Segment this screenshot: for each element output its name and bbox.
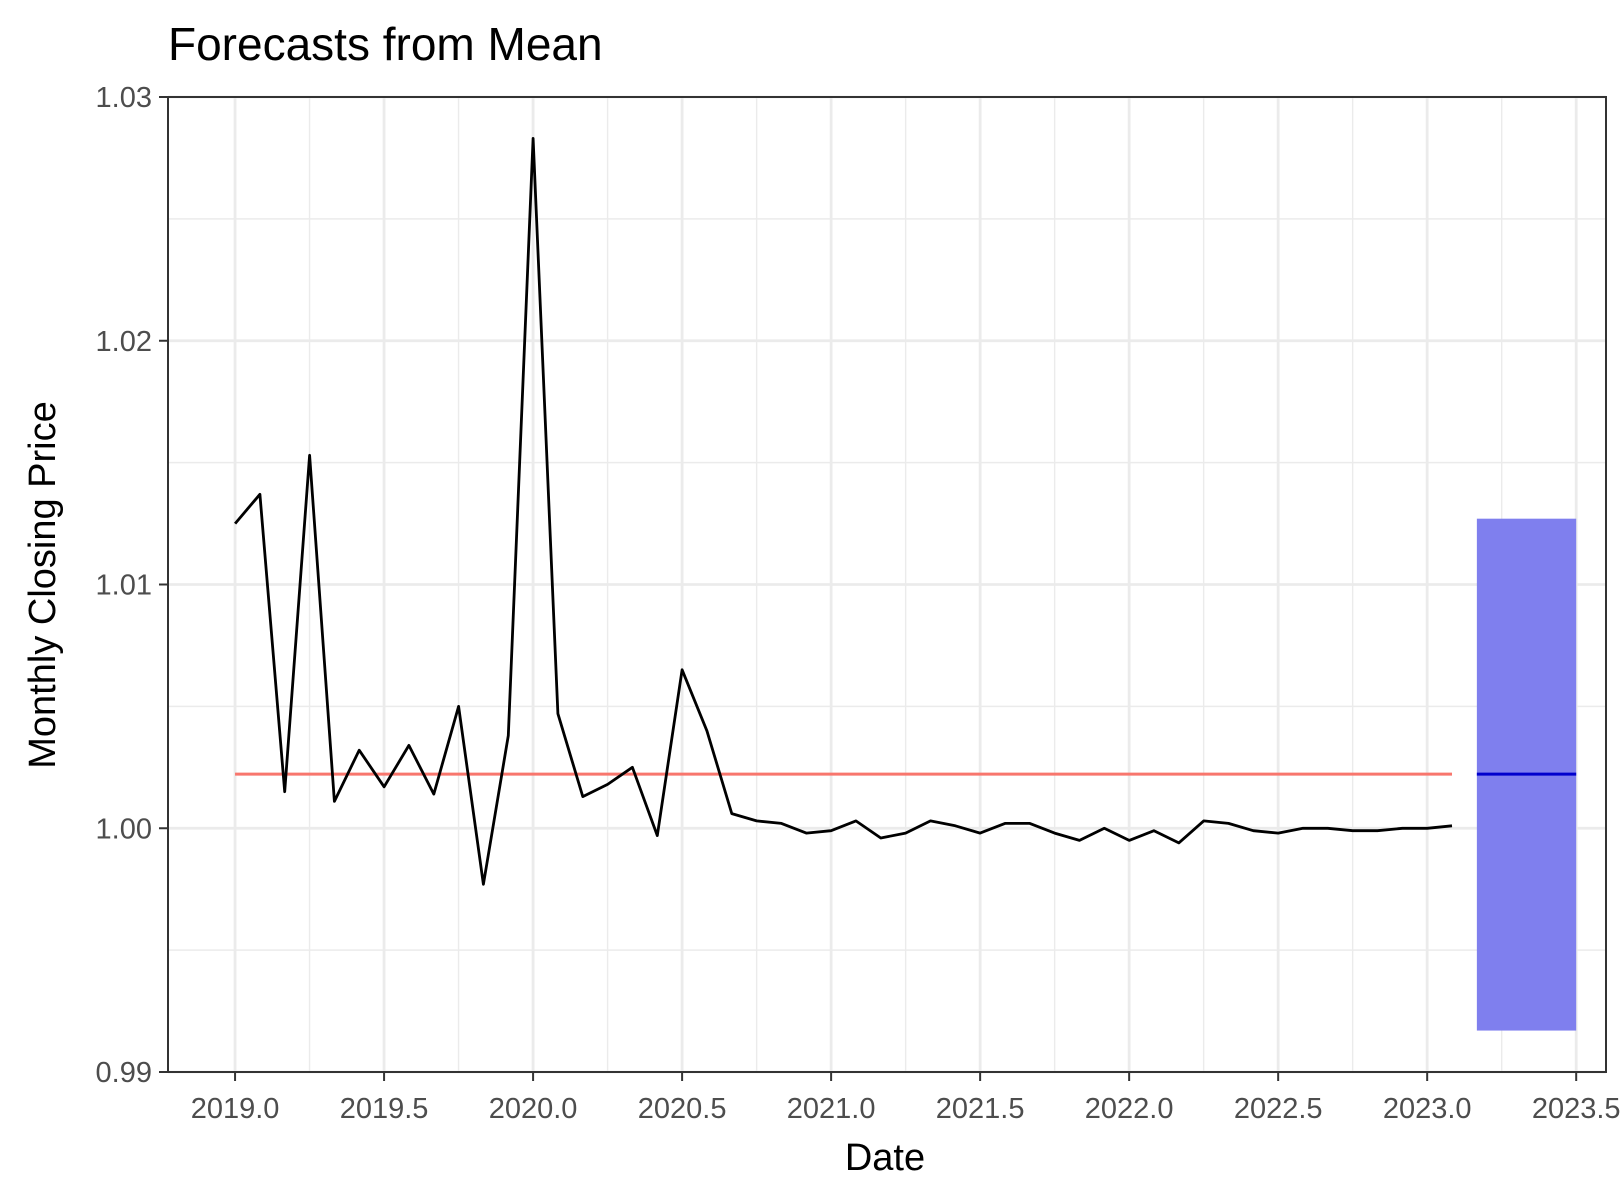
y-tick-label: 1.03 (96, 82, 152, 114)
y-tick-label: 1.00 (96, 813, 152, 845)
series-group (234, 136, 1453, 886)
x-tick-label: 2020.0 (489, 1093, 578, 1125)
x-tick-label: 2021.5 (936, 1093, 1025, 1125)
x-axis-title: Date (845, 1137, 925, 1179)
x-tick-label: 2023.0 (1383, 1093, 1472, 1125)
y-tick-label: 0.99 (96, 1057, 152, 1089)
x-tick-label: 2021.0 (787, 1093, 876, 1125)
x-tick-label: 2023.5 (1532, 1093, 1620, 1125)
y-tick-label: 1.02 (96, 326, 152, 358)
x-axis: 2019.0 2019.5 2020.0 2020.5 2021.0 2021.5 2022… (191, 1072, 1620, 1125)
forecast-group (1476, 518, 1577, 1031)
x-tick-label: 2022.5 (1234, 1093, 1323, 1125)
series-line (234, 136, 1453, 886)
x-tick-label: 2020.5 (638, 1093, 727, 1125)
y-tick-label: 1.01 (96, 570, 152, 602)
chart-title: Forecasts from Mean (168, 18, 603, 70)
x-tick-label: 2022.0 (1085, 1093, 1174, 1125)
y-axis: 0.99 1.00 1.01 1.02 1.03 (96, 82, 168, 1089)
x-tick-label: 2019.0 (191, 1093, 280, 1125)
y-axis-title: Monthly Closing Price (22, 401, 64, 768)
x-tick-label: 2019.5 (340, 1093, 429, 1125)
